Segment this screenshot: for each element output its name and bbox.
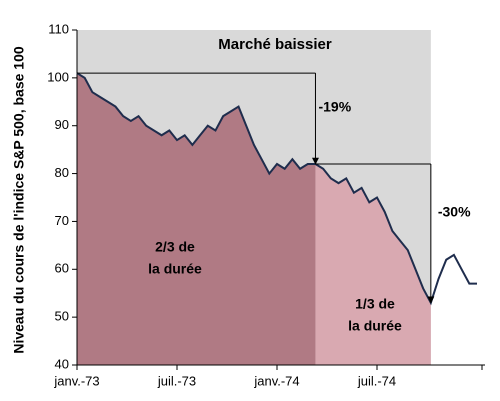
- annotation: 2/3 de: [155, 239, 195, 255]
- line-series: [76, 72, 477, 306]
- annotation: la durée: [348, 318, 402, 334]
- x-tick-label: juil.-74: [357, 373, 396, 388]
- annotation: -19%: [318, 99, 351, 115]
- y-tick-label: 90: [55, 117, 69, 132]
- y-tick-label: 80: [55, 165, 69, 180]
- x-tick-label: janv.-74: [253, 373, 299, 388]
- x-tick-label: juil.-73: [157, 373, 196, 388]
- annotation: la durée: [148, 261, 202, 277]
- y-tick-label: 60: [55, 261, 69, 276]
- area-two-thirds: [77, 73, 316, 366]
- x-tick-label: janv.-73: [53, 373, 99, 388]
- y-axis-label: Niveau du cours de l'indice S&P 500, bas…: [11, 46, 27, 354]
- y-tick-label: 100: [47, 69, 69, 84]
- y-tick-label: 50: [55, 309, 69, 324]
- y-tick-label: 70: [55, 213, 69, 228]
- annotation: -30%: [438, 204, 471, 220]
- y-tick-label: 110: [48, 21, 69, 36]
- y-tick-label: 40: [55, 356, 69, 371]
- annotation: 1/3 de: [355, 296, 395, 312]
- area-one-third: [315, 164, 431, 365]
- chart-title: Marché baissier: [218, 36, 332, 53]
